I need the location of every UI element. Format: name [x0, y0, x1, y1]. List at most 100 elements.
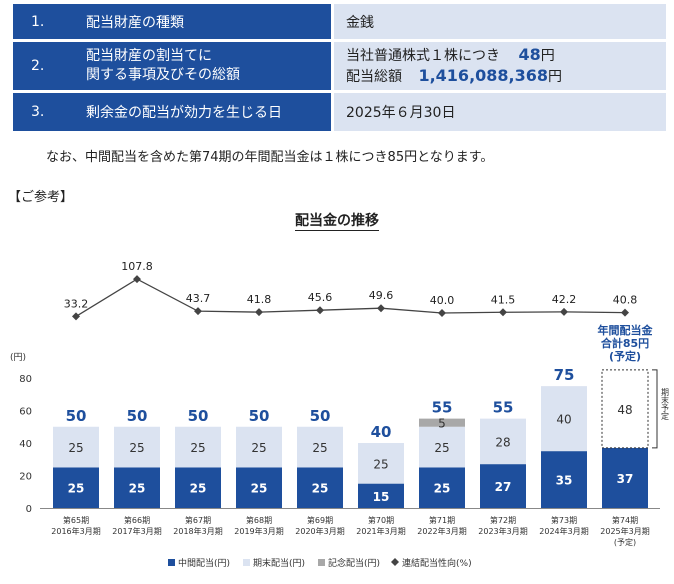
payout-ratio-label: 40.0 — [430, 294, 455, 307]
bar-value-label: 27 — [495, 480, 512, 494]
bar-segment — [480, 418, 526, 465]
bar-value-label: 25 — [68, 482, 85, 496]
bar-total-label: 50 — [127, 407, 148, 425]
bar-value-label: 25 — [434, 441, 449, 455]
bar-value-label: 25 — [190, 441, 205, 455]
payout-ratio-point — [194, 307, 202, 316]
row-label-cell: 2. 配当財産の割当てに 関する事項及びその総額 — [13, 42, 331, 90]
bar-value-label: 25 — [68, 441, 83, 455]
category-date-label: 2016年3月期 — [51, 526, 100, 536]
annual-total-annotation-line1: 年間配当金 — [598, 323, 654, 337]
per-share-amount: 48 — [518, 45, 541, 64]
category-period-label: 第67期 — [185, 515, 211, 525]
payout-ratio-point — [133, 275, 141, 284]
payout-ratio-point — [72, 312, 80, 321]
row-label: 剰余金の配当が効力を生じる日 — [86, 105, 282, 121]
reference-heading: 【ご参考】 — [8, 190, 74, 205]
total-unit: 円 — [548, 69, 563, 85]
payout-ratio-label: 40.8 — [613, 294, 638, 307]
row-value-cell: 金銭 — [334, 4, 666, 39]
payout-ratio-point — [499, 308, 507, 317]
bar-segment — [419, 467, 465, 508]
total-label: 配当総額 — [346, 69, 402, 85]
bar-total-label: 50 — [66, 407, 87, 425]
bar-total-label: 55 — [432, 399, 453, 417]
bar-value-label: 25 — [373, 457, 388, 471]
bar-total-label: 55 — [493, 399, 514, 417]
chart-title-wrap: 配当金の推移 — [0, 210, 674, 231]
table-row: 1. 配当財産の種類 金銭 — [13, 4, 666, 39]
payout-ratio-point — [316, 306, 324, 315]
payout-ratio-label: 43.7 — [186, 292, 211, 305]
legend-swatch — [243, 559, 250, 566]
bar-segment — [297, 426, 343, 468]
bar-value-label: 25 — [434, 482, 451, 496]
category-period-label: 第73期 — [551, 515, 577, 525]
bar-total-label: 50 — [310, 407, 331, 425]
bar-value-label: 48 — [617, 403, 632, 417]
payout-ratio-point — [255, 308, 263, 317]
category-period-label: 第70期 — [368, 515, 394, 525]
bar-segment — [53, 426, 99, 468]
payout-ratio-label: 42.2 — [552, 293, 577, 306]
payout-ratio-point — [621, 308, 629, 317]
bar-value-label: 35 — [556, 474, 573, 488]
legend-diamond-icon — [391, 558, 399, 566]
bar-segment — [358, 443, 404, 484]
per-share-unit: 円 — [540, 48, 555, 64]
bar-value-label: 25 — [251, 482, 268, 496]
legend-label: 記念配当(円) — [328, 557, 380, 569]
bar-total-label: 75 — [554, 366, 575, 384]
bar-total-label: 50 — [249, 407, 270, 425]
payout-ratio-line — [75, 278, 626, 317]
total-amount: 1,416,088,368 — [418, 66, 549, 85]
payout-ratio-label: 41.5 — [491, 293, 516, 306]
row-label-cell: 1. 配当財産の種類 — [13, 4, 331, 39]
payout-ratio-point — [438, 309, 446, 317]
payout-ratio-point — [377, 304, 385, 313]
bar-value-label: 25 — [129, 482, 146, 496]
bar-value-label: 40 — [556, 413, 571, 427]
legend-swatch — [168, 559, 175, 566]
table-row: 2. 配当財産の割当てに 関する事項及びその総額 当社普通株式１株につき 48円… — [13, 42, 666, 90]
y-tick-label: 40 — [19, 439, 32, 450]
annual-dividend-note: なお、中間配当を含めた第74期の年間配当金は１株につき85円となります。 — [46, 150, 494, 165]
bar-segment — [419, 426, 465, 468]
bar-segment — [541, 451, 587, 508]
category-date-label: 2020年3月期 — [295, 526, 344, 536]
planned-bracket — [652, 369, 658, 449]
legend-swatch — [318, 559, 325, 566]
payout-ratio-label: 45.6 — [308, 291, 333, 304]
annual-total-annotation-line3: (予定) — [609, 349, 641, 363]
category-date-label: 2025年3月期 — [600, 526, 649, 536]
y-tick-label: 60 — [19, 407, 32, 418]
category-date-label: 2022年3月期 — [417, 526, 466, 536]
row-number: 3. — [31, 104, 45, 120]
category-date-label: 2021年3月期 — [356, 526, 405, 536]
bar-segment — [297, 467, 343, 508]
payout-ratio-label: 49.6 — [369, 289, 394, 302]
row-label: 配当財産の割当てに 関する事項及びその総額 — [86, 47, 240, 85]
dividend-table: 1. 配当財産の種類 金銭 2. 配当財産の割当てに 関する事項及びその総額 当… — [13, 4, 666, 134]
category-period-label: 第68期 — [246, 515, 272, 525]
bar-value-label: 25 — [251, 441, 266, 455]
row-label: 配当財産の種類 — [86, 14, 184, 31]
payout-ratio-label: 33.2 — [64, 297, 89, 310]
y-tick-label: 20 — [19, 472, 32, 483]
planned-side-note: 期末予定 — [661, 388, 670, 421]
row-value: 金銭 — [346, 14, 374, 31]
category-period-label: 第71期 — [429, 515, 455, 525]
chart-title: 配当金の推移 — [295, 213, 379, 231]
payout-ratio-point — [560, 307, 568, 316]
category-period-label: 第66期 — [124, 515, 150, 525]
legend-label: 期末配当(円) — [253, 557, 305, 569]
y-tick-label: 80 — [19, 374, 32, 385]
legend-label: 連結配当性向(%) — [402, 557, 472, 569]
bar-segment — [480, 464, 526, 508]
row-label-cell: 3. 剰余金の配当が効力を生じる日 — [13, 93, 331, 131]
annual-total-annotation-line2: 合計85円 — [601, 336, 649, 350]
bar-segment — [419, 418, 465, 427]
y-tick-label: 0 — [26, 504, 32, 515]
bar-segment — [601, 369, 649, 449]
per-share-line: 当社普通株式１株につき 48円 — [346, 45, 562, 66]
